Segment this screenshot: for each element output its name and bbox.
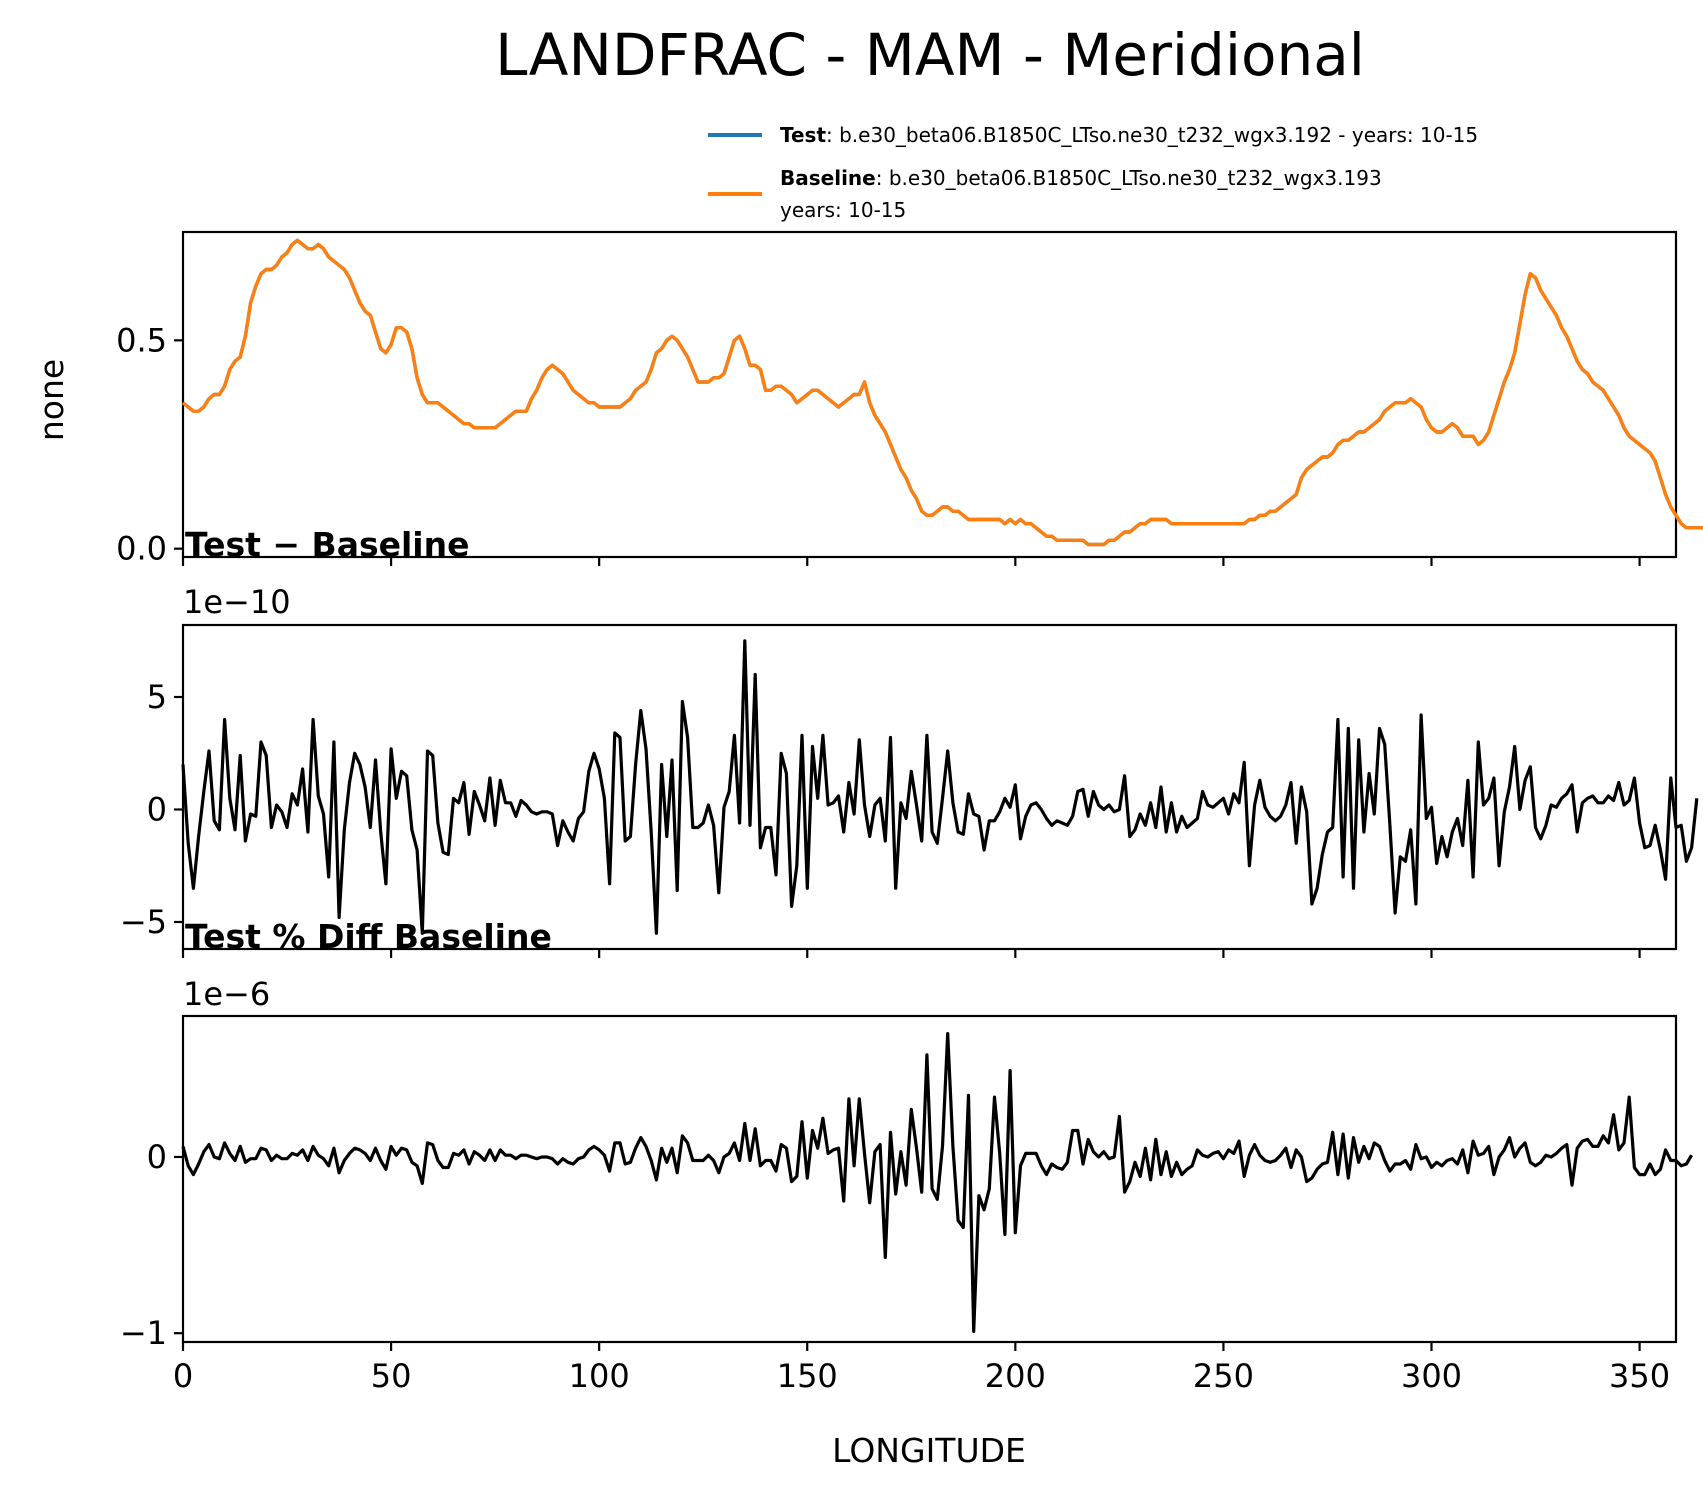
x-tick-label: 100 <box>569 1357 630 1395</box>
panel-landfrac: 0.0 0.5 <box>116 230 1703 568</box>
x-tick-label: 50 <box>371 1357 412 1395</box>
y-axis-label: none <box>32 359 71 441</box>
x-tick-label: 150 <box>777 1357 838 1395</box>
panel-difference: −5 0 5 <box>120 623 1699 958</box>
y-tick-label: 0.5 <box>116 321 167 359</box>
series-line <box>181 1031 1693 1334</box>
offset-text-percent-diff: 1e−6 <box>183 975 270 1013</box>
panel-label: Test % Diff Baseline <box>185 917 552 956</box>
x-axis-label: LONGITUDE <box>832 1431 1026 1470</box>
legend: Test: b.e30_beta06.B1850C_LTso.ne30_t232… <box>708 123 1478 222</box>
legend-key-baseline: Baseline <box>780 166 876 190</box>
x-tick-label: 350 <box>1609 1357 1670 1395</box>
chart-title: LANDFRAC - MAM - Meridional <box>495 21 1365 89</box>
y-tick-label: 0 <box>147 1138 167 1176</box>
offset-text-difference: 1e−10 <box>183 583 291 621</box>
legend-entry-test: Test: b.e30_beta06.B1850C_LTso.ne30_t232… <box>780 123 1478 147</box>
legend-entry-baseline: Baseline: b.e30_beta06.B1850C_LTso.ne30_… <box>780 166 1382 190</box>
axes-frame <box>181 1014 1678 1344</box>
x-tick-label: 300 <box>1401 1357 1462 1395</box>
y-tick-label: 5 <box>147 678 167 716</box>
x-tick-label: 0 <box>173 1357 193 1395</box>
panel-label: Test − Baseline <box>185 525 470 564</box>
x-tick-label: 250 <box>1193 1357 1254 1395</box>
x-tick-label: 200 <box>985 1357 1046 1395</box>
y-tick-label: −1 <box>120 1314 167 1352</box>
y-tick-label: −5 <box>120 903 167 941</box>
y-tick-label: 0 <box>147 791 167 829</box>
axes-frame <box>181 230 1678 559</box>
legend-key-test: Test <box>780 123 826 147</box>
series-line-test <box>181 238 1703 547</box>
legend-text-baseline: : b.e30_beta06.B1850C_LTso.ne30_t232_wgx… <box>876 166 1382 190</box>
panel-percent-diff: 0 50 100 150 200 250 300 350−10 <box>120 1014 1693 1395</box>
legend-text-baseline-line2: years: 10-15 <box>780 198 906 222</box>
legend-text-test: : b.e30_beta06.B1850C_LTso.ne30_t232_wgx… <box>826 123 1478 147</box>
series-line <box>181 639 1699 935</box>
series-line-baseline <box>181 238 1703 547</box>
y-tick-label: 0.0 <box>116 530 167 568</box>
